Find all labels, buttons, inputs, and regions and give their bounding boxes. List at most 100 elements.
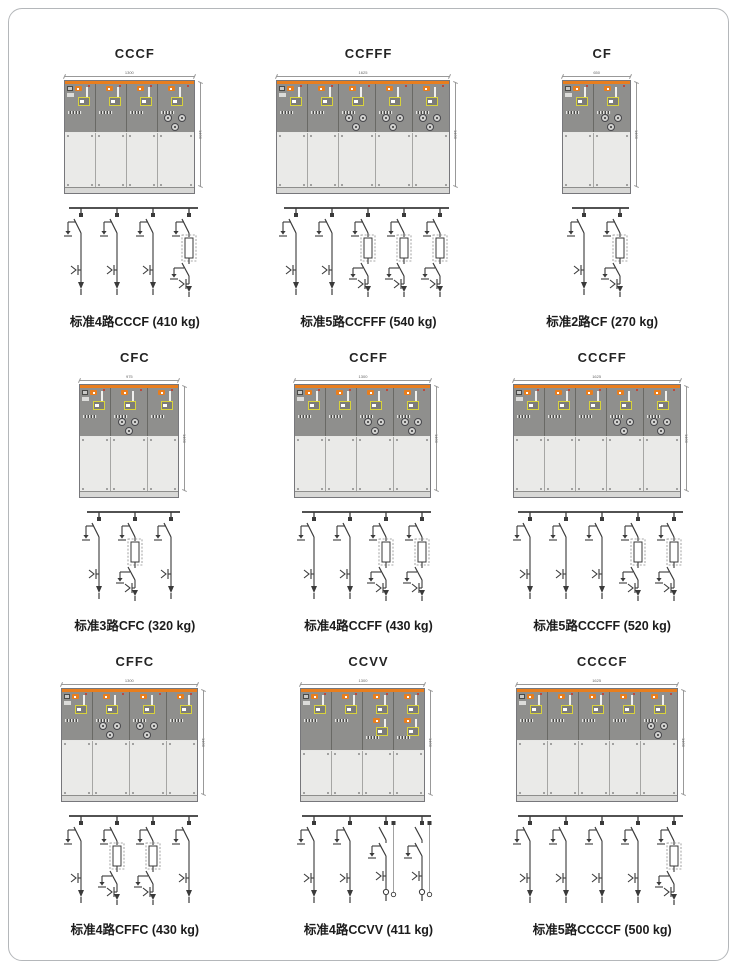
mimic-bus-line [384, 719, 387, 733]
height-dimension: 1400 [632, 80, 641, 189]
width-dimension: 1300 [59, 678, 199, 687]
circuit-svg [279, 207, 450, 297]
cabinet-panel-c [61, 692, 93, 740]
nameplate [278, 93, 286, 97]
screw-icon [94, 743, 97, 745]
operation-port [308, 401, 321, 410]
status-dot-icon [149, 85, 152, 87]
cabinet-door [295, 437, 327, 492]
screw-icon [131, 743, 134, 745]
status-dot-icon [570, 693, 573, 695]
mimic-bus-line [415, 719, 418, 733]
screw-icon [352, 439, 355, 441]
screw-icon [333, 135, 336, 137]
terminal-strip [160, 111, 175, 114]
mimic-bus-line [359, 87, 362, 106]
screw-icon [389, 753, 392, 755]
base-strip [563, 187, 631, 193]
screw-icon [542, 792, 545, 794]
fuse-cap-icon [382, 114, 391, 122]
status-dot-icon [386, 693, 389, 695]
cabinet-door [326, 437, 358, 492]
operation-knob-icon [619, 427, 628, 435]
operation-port [656, 401, 669, 410]
cabinet-panel-c [276, 84, 308, 132]
operation-port [591, 705, 604, 714]
height-dimension-label: 1400 [434, 434, 440, 444]
screw-icon [604, 743, 607, 745]
height-dimension: 1400 [451, 80, 460, 189]
fuse-cap-icon [414, 418, 423, 426]
screw-icon [549, 743, 552, 745]
cabinet-panel-c [95, 84, 127, 132]
screw-icon [340, 135, 343, 137]
unit-title: CCCFF [577, 350, 627, 365]
fuse-cap-icon [358, 114, 367, 122]
fuse-cap-icon [647, 722, 656, 730]
screw-icon [546, 488, 549, 490]
screw-icon [389, 792, 392, 794]
cabinet-front-view: 1300 1400 [59, 678, 209, 802]
status-dot-icon [423, 389, 426, 391]
panel-lamp-icon [348, 86, 356, 91]
terminal-strip [597, 111, 612, 114]
screw-icon [150, 488, 153, 490]
lower-section [61, 741, 197, 796]
cabinet-door [301, 751, 333, 796]
circuit-svg [297, 511, 432, 601]
upper-section [301, 692, 425, 750]
cabinet-door [394, 751, 425, 796]
terminal-strip [98, 111, 113, 114]
cabinet-panel-c [544, 388, 576, 436]
panel-lamp-icon [653, 390, 661, 395]
lower-section [513, 437, 680, 492]
height-dimension-label: 1400 [452, 130, 458, 140]
screw-icon [396, 439, 399, 441]
screw-icon [580, 743, 583, 745]
height-dimension: 1400 [196, 80, 205, 189]
screw-icon [113, 488, 116, 490]
single-line-diagram [57, 202, 213, 307]
operation-port [108, 97, 121, 106]
cabinet-door [95, 133, 127, 188]
status-dot-icon [189, 693, 192, 695]
base-strip [295, 491, 431, 497]
screw-icon [601, 439, 604, 441]
screw-icon [152, 135, 155, 137]
terminal-strip [304, 719, 319, 722]
status-dot-icon [601, 693, 604, 695]
unit-title: CCVV [348, 654, 389, 669]
screw-icon [192, 792, 195, 794]
cabinet-panel-f [111, 388, 149, 436]
unit-caption: 标准4路CCFF (430 kg) [304, 619, 433, 633]
screw-icon [128, 184, 131, 186]
mimic-bus-line [353, 695, 356, 714]
screw-icon [573, 792, 576, 794]
busbar-cover-strip [80, 385, 179, 388]
operation-port [425, 97, 438, 106]
cabinet-door [643, 437, 680, 492]
width-dimension: 1300 [299, 678, 427, 687]
terminal-strip [169, 719, 184, 722]
terminal-strip [378, 111, 393, 114]
terminal-strip [310, 111, 325, 114]
cabinet-body [60, 688, 198, 802]
terminal-strip [550, 719, 565, 722]
panel-lamp-icon [373, 694, 381, 699]
screw-icon [570, 439, 573, 441]
height-dimension-label: 1400 [182, 434, 188, 444]
screw-icon [302, 135, 305, 137]
screw-icon [638, 488, 641, 490]
cabinet-door [513, 437, 545, 492]
cabinet-panel-v [363, 692, 395, 750]
status-dot-icon [417, 693, 420, 695]
panel-lamp-icon [588, 694, 596, 699]
mimic-bus-line [565, 391, 568, 410]
terminal-strip [279, 111, 294, 114]
operation-port [93, 401, 106, 410]
terminal-strip [547, 415, 562, 418]
width-dimension: 1300 [293, 374, 433, 383]
circuit-svg [567, 207, 630, 297]
panel-lamp-icon [619, 694, 627, 699]
cabinet-body [562, 80, 632, 194]
